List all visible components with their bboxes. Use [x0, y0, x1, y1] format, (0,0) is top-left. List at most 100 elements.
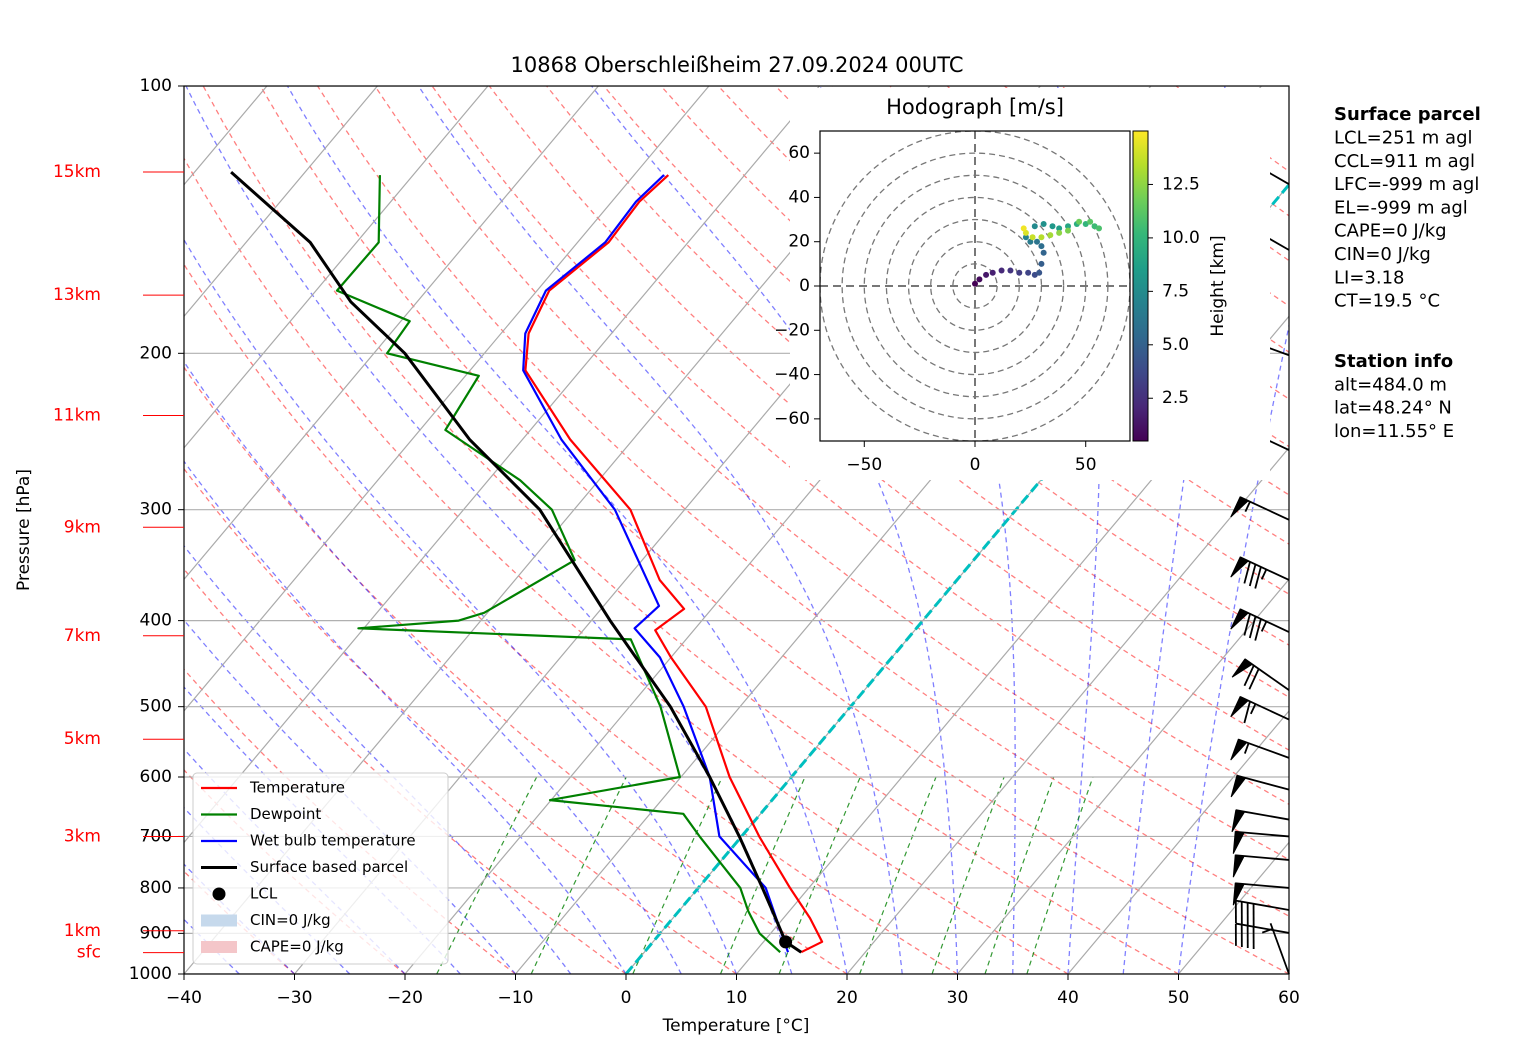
- barb-half: [1250, 703, 1257, 715]
- x-tick-label: 10: [726, 988, 748, 1008]
- hodograph-y-tick-label: −20: [774, 320, 810, 340]
- hodograph-point: [1029, 234, 1036, 241]
- hodograph-y-tick-label: 40: [788, 187, 810, 207]
- hodograph-y-tick-label: 60: [788, 143, 810, 163]
- dry-adiabat: [202, 86, 1179, 974]
- barb-feather: [1254, 618, 1262, 641]
- colorbar-tick-label: 7.5: [1162, 281, 1189, 301]
- wind-barb: [1234, 922, 1290, 950]
- moist-adiabat: [417, 86, 903, 974]
- height-tick-label: 5km: [64, 729, 101, 749]
- y-tick-label: 500: [140, 697, 172, 717]
- info-line: EL=-999 m agl: [1334, 197, 1468, 218]
- barb-pennant: [1230, 738, 1248, 761]
- hodograph-point: [1038, 243, 1045, 250]
- height-tick-label: 13km: [53, 285, 101, 305]
- wind-barb: [1232, 854, 1290, 878]
- hodograph-point: [1022, 229, 1029, 236]
- hodograph-point: [1087, 218, 1094, 225]
- hodograph-point: [1082, 221, 1089, 227]
- colorbar-tick-label: 10.0: [1162, 228, 1200, 248]
- dry-adiabat: [184, 263, 958, 974]
- mixing-ratio-line: [436, 776, 538, 974]
- hodograph-point: [1016, 269, 1023, 276]
- hodograph-point: [972, 280, 978, 287]
- hodograph-point: [998, 267, 1005, 274]
- hodograph-point: [983, 271, 990, 278]
- colorbar-tick-label: 2.5: [1162, 388, 1189, 408]
- isotherm: [184, 86, 710, 712]
- x-tick-label: −20: [387, 988, 423, 1008]
- wind-barb: [1230, 556, 1290, 589]
- barb-pennant: [1230, 608, 1250, 630]
- dry-adiabat: [184, 366, 848, 974]
- barb-pennant: [1232, 854, 1245, 878]
- isotherm: [184, 86, 378, 318]
- barb-half: [1243, 742, 1250, 754]
- hodograph-point: [989, 269, 996, 276]
- isotherm: [957, 578, 1289, 974]
- hodograph-point: [1056, 229, 1063, 236]
- x-tick-label: 0: [621, 988, 632, 1008]
- info-line: lat=48.24° N: [1334, 398, 1452, 419]
- height-tick-label: 7km: [64, 626, 101, 646]
- barb-feather: [1243, 613, 1251, 636]
- hodograph: Hodograph [m/s] −50 0 50 −60 −40 −20 0 20 40 60 2.5…: [774, 88, 1270, 480]
- dry-adiabat: [184, 157, 1069, 974]
- barb-feather: [1243, 561, 1251, 584]
- hodograph-y-tick-label: −40: [774, 365, 810, 385]
- hodograph-point: [1022, 234, 1029, 241]
- height-tick-label: 11km: [53, 406, 101, 426]
- info-line: CCL=911 m agl: [1334, 151, 1475, 172]
- hodograph-point: [1031, 271, 1038, 278]
- height-tick-label: 15km: [53, 162, 101, 182]
- barb-half: [1260, 621, 1268, 632]
- barb-feather: [1248, 668, 1260, 690]
- dry-adiabat: [184, 568, 627, 974]
- y-tick-label: 600: [140, 767, 172, 787]
- legend: Temperature Dewpoint Wet bulb temperature S…: [192, 772, 449, 965]
- legend-label: Wet bulb temperature: [250, 832, 416, 850]
- hodograph-point: [1027, 238, 1034, 245]
- barb-feather: [1254, 566, 1262, 589]
- x-tick-label: 30: [947, 988, 969, 1008]
- hodograph-x-tick-label: 0: [970, 455, 981, 475]
- barb-feather: [1248, 564, 1257, 587]
- hodograph-point: [1096, 225, 1102, 232]
- info-line: alt=484.0 m: [1334, 374, 1447, 395]
- moist-adiabat: [184, 360, 682, 974]
- height-tick-label: 9km: [64, 517, 101, 537]
- info-line: LFC=-999 m agl: [1334, 174, 1479, 195]
- isotherm: [184, 86, 599, 581]
- hodograph-point: [1065, 227, 1071, 234]
- dry-adiabat: [184, 467, 737, 974]
- hodograph-point: [1034, 238, 1040, 245]
- barb-staff: [1235, 922, 1290, 934]
- wind-barb: [1231, 658, 1290, 691]
- hodograph-point: [976, 276, 983, 283]
- wind-barb: [1230, 496, 1290, 521]
- height-tick-label: sfc: [77, 943, 101, 963]
- colorbar-tick-label: 12.5: [1162, 174, 1200, 194]
- x-tick-label: 20: [836, 988, 858, 1008]
- x-tick-label: −40: [166, 988, 202, 1008]
- mixing-ratio-line: [530, 776, 627, 974]
- wind-barb: [1230, 738, 1290, 761]
- moist-adiabat: [1122, 86, 1226, 974]
- wind-barb: [1232, 882, 1290, 906]
- hodograph-point: [1040, 249, 1047, 256]
- barb-staff: [1269, 922, 1290, 975]
- profile-line: [522, 174, 790, 953]
- y-tick-label: 400: [140, 611, 172, 631]
- hodograph-point: [1040, 221, 1047, 227]
- hodograph-plot: [820, 131, 1130, 441]
- chart-title: 10868 Oberschleißheim 27.09.2024 00UTC: [511, 53, 964, 77]
- wind-barb: [1231, 809, 1290, 833]
- isotherm: [1067, 709, 1289, 974]
- y-tick-label: 900: [140, 923, 172, 943]
- y-tick-label: 100: [140, 76, 172, 96]
- hodograph-x-tick-label: 50: [1075, 455, 1097, 475]
- hodograph-point: [1007, 267, 1014, 274]
